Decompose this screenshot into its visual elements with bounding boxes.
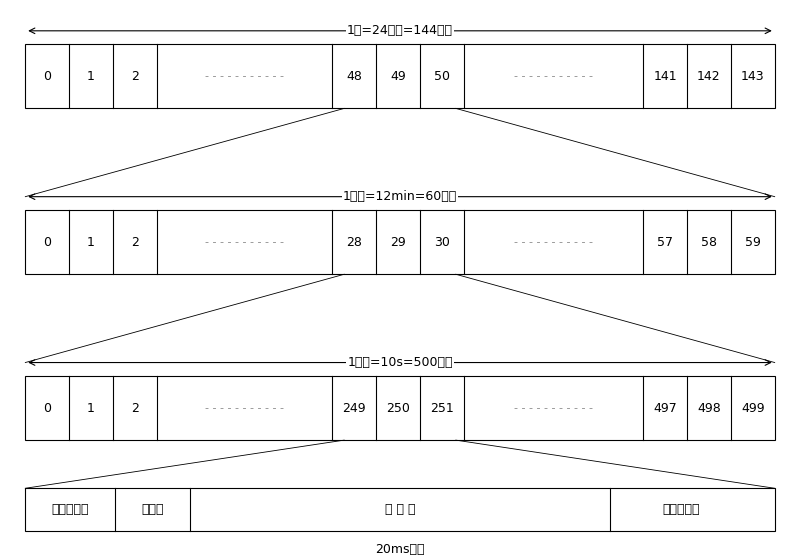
Text: 250: 250 <box>386 401 410 415</box>
Text: - - - - - - - - - - -: - - - - - - - - - - - <box>514 237 593 247</box>
Text: 48: 48 <box>346 70 362 83</box>
Text: 同步段: 同步段 <box>142 503 164 516</box>
Text: 497: 497 <box>654 401 677 415</box>
FancyBboxPatch shape <box>26 210 774 274</box>
Text: - - - - - - - - - - -: - - - - - - - - - - - <box>514 403 593 413</box>
Text: 1: 1 <box>87 401 95 415</box>
Text: 信 息 段: 信 息 段 <box>385 503 415 516</box>
Text: 28: 28 <box>346 236 362 249</box>
Text: 1时帧=10s=500时隙: 1时帧=10s=500时隙 <box>347 356 453 369</box>
Text: 2: 2 <box>131 70 139 83</box>
Text: 249: 249 <box>342 401 366 415</box>
Text: 142: 142 <box>697 70 721 83</box>
FancyBboxPatch shape <box>26 44 774 108</box>
Text: 499: 499 <box>741 401 765 415</box>
FancyBboxPatch shape <box>26 488 774 531</box>
Text: 57: 57 <box>657 236 673 249</box>
Text: 251: 251 <box>430 401 454 415</box>
Text: 29: 29 <box>390 236 406 249</box>
Text: 1天=24小时=144时元: 1天=24小时=144时元 <box>347 24 453 37</box>
Text: 498: 498 <box>697 401 721 415</box>
Text: 58: 58 <box>701 236 717 249</box>
Text: 1时元=12min=60时帧: 1时元=12min=60时帧 <box>343 190 457 203</box>
Text: 起始保护段: 起始保护段 <box>51 503 89 516</box>
Text: 2: 2 <box>131 236 139 249</box>
Text: 1: 1 <box>87 70 95 83</box>
Text: 49: 49 <box>390 70 406 83</box>
Text: - - - - - - - - - - -: - - - - - - - - - - - <box>205 403 284 413</box>
Text: - - - - - - - - - - -: - - - - - - - - - - - <box>205 237 284 247</box>
Text: 0: 0 <box>43 236 51 249</box>
Text: 延时保护段: 延时保护段 <box>662 503 700 516</box>
Text: 30: 30 <box>434 236 450 249</box>
Text: 50: 50 <box>434 70 450 83</box>
Text: 0: 0 <box>43 401 51 415</box>
Text: 2: 2 <box>131 401 139 415</box>
Text: 143: 143 <box>741 70 765 83</box>
Text: - - - - - - - - - - -: - - - - - - - - - - - <box>514 71 593 81</box>
Text: 1: 1 <box>87 236 95 249</box>
Text: 20ms时隙: 20ms时隙 <box>375 543 425 555</box>
Text: - - - - - - - - - - -: - - - - - - - - - - - <box>205 71 284 81</box>
Text: 141: 141 <box>654 70 677 83</box>
Text: 0: 0 <box>43 70 51 83</box>
Text: 59: 59 <box>745 236 761 249</box>
FancyBboxPatch shape <box>26 376 774 440</box>
